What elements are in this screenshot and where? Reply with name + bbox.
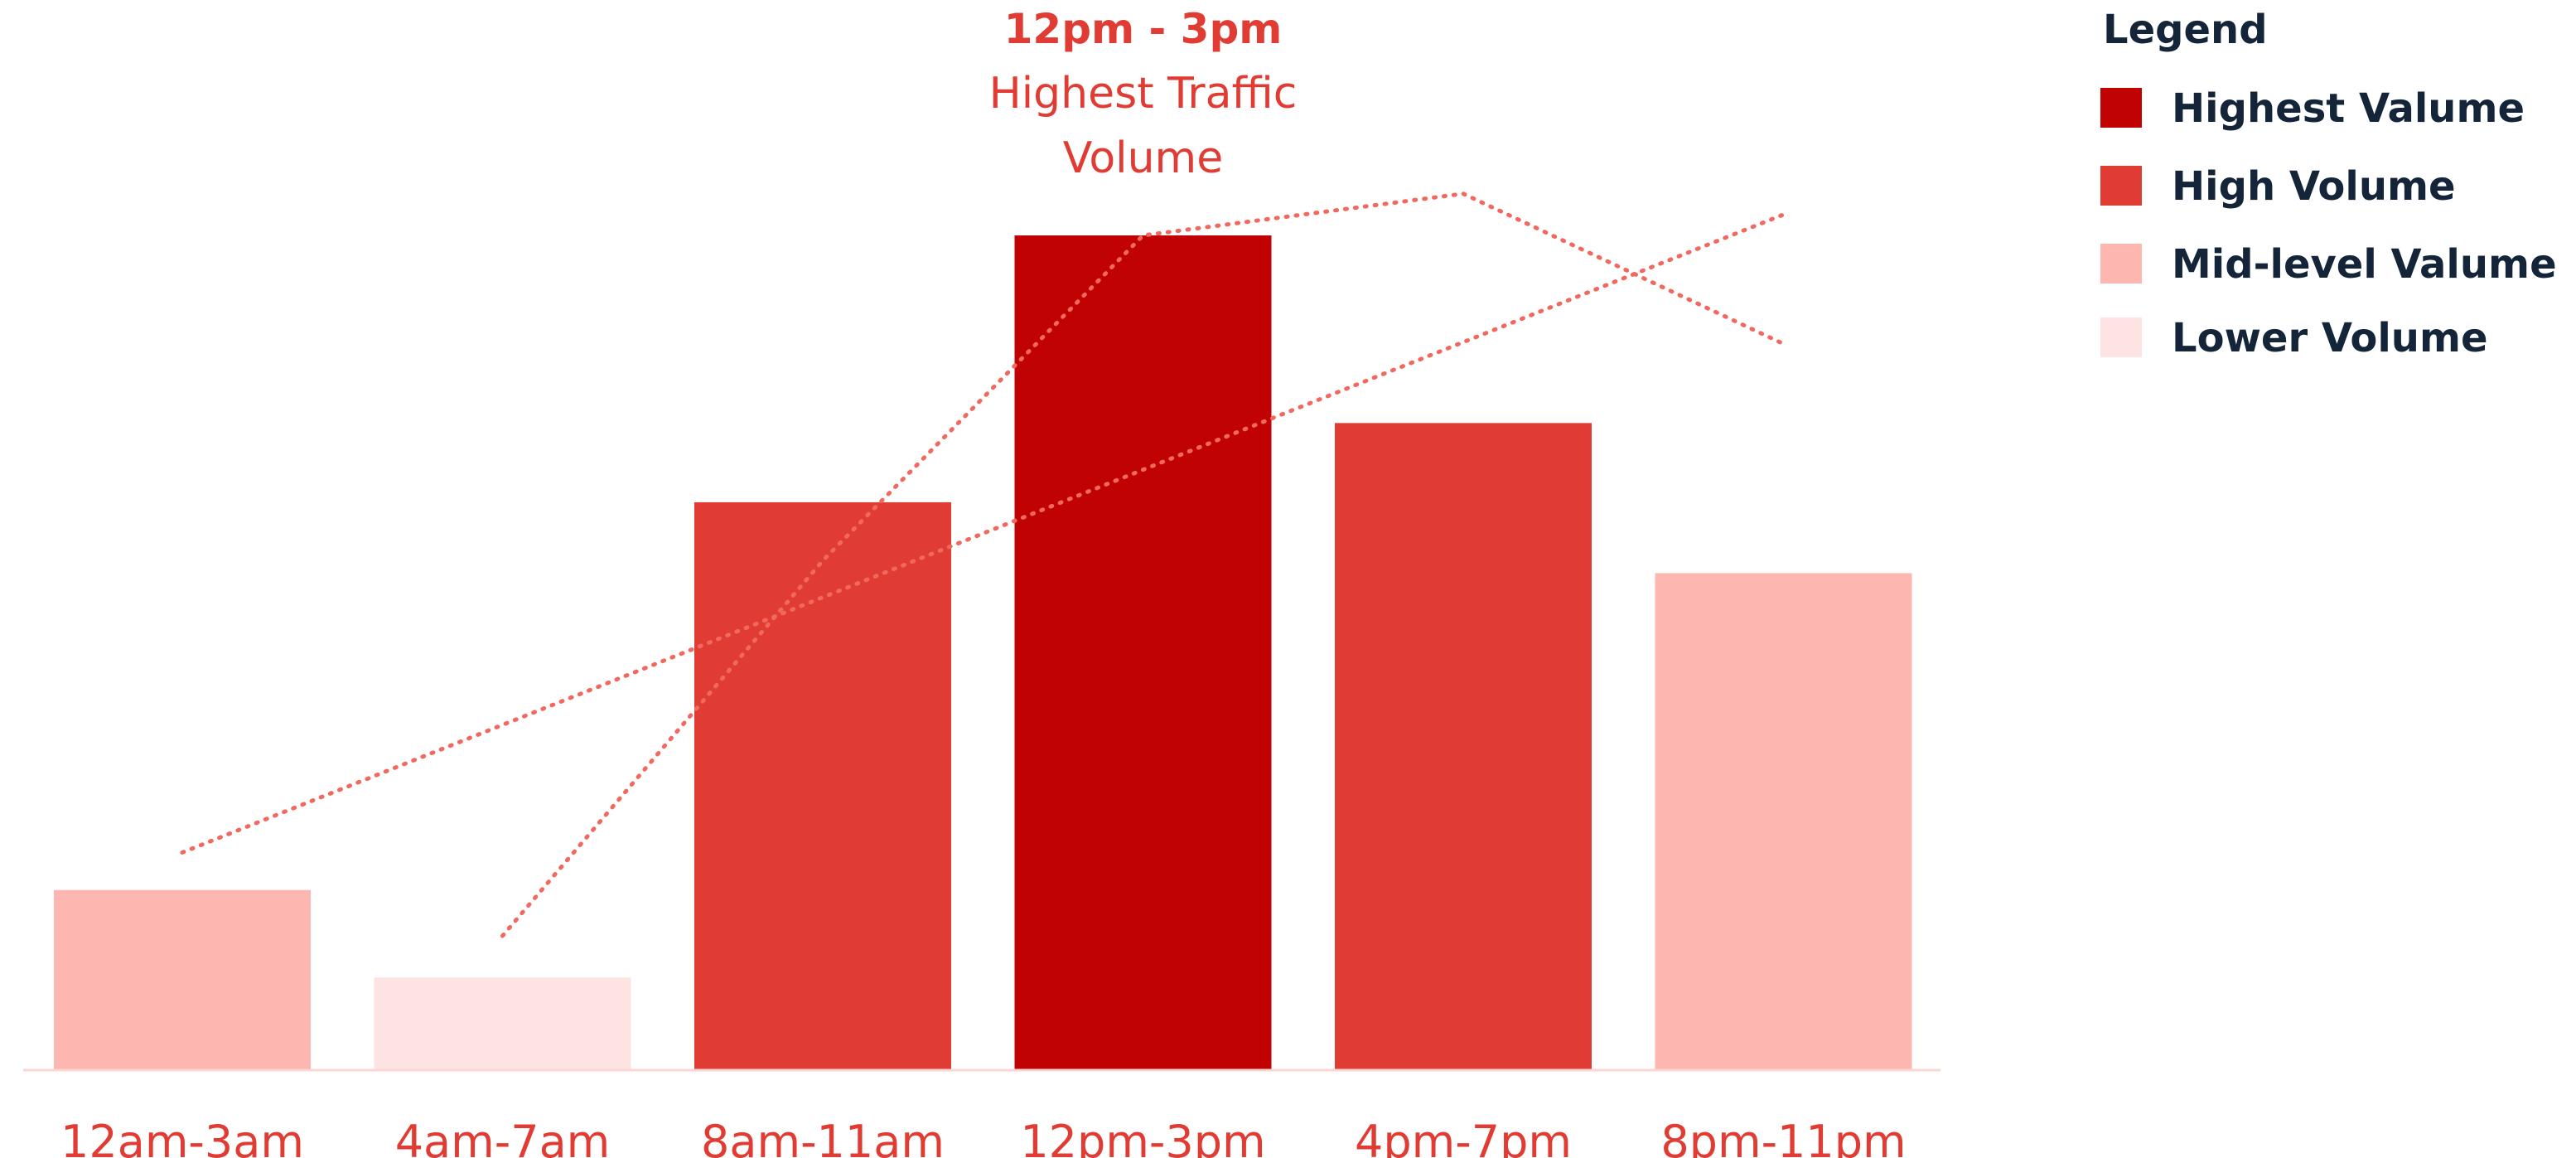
bar-4pm-7pm (1335, 423, 1592, 1070)
x-tick-label-8am-11am: 8am-11am (701, 1116, 945, 1158)
legend-swatch-high (2100, 166, 2142, 206)
legend-title: Legend (2103, 7, 2268, 53)
legend-label-mid: Mid-level Valume (2172, 241, 2557, 288)
callout-title: 12pm - 3pm (1004, 5, 1283, 53)
legend-label-high: High Volume (2172, 163, 2456, 210)
bar-8am-11am (694, 501, 951, 1069)
legend-swatch-lower (2100, 317, 2142, 357)
callout-subtitle-line-2: Volume (1063, 133, 1223, 183)
legend: Legend Highest Valume High Volume Mid-leve… (2100, 7, 2557, 361)
bar-8pm-11pm (1655, 573, 1912, 1069)
legend-swatch-highest (2100, 88, 2142, 128)
x-tick-label-4pm-7pm: 4pm-7pm (1355, 1116, 1572, 1158)
bar-12pm-3pm (1014, 235, 1272, 1069)
bar-4am-7am (374, 977, 631, 1069)
x-tick-label-12pm-3pm: 12pm-3pm (1020, 1116, 1265, 1158)
legend-label-highest: Highest Valume (2172, 85, 2525, 132)
peak-callout: 12pm - 3pm Highest Traffic Volume (989, 5, 1298, 183)
bar-12am-3am (54, 889, 311, 1069)
x-tick-label-8pm-11pm: 8pm-11pm (1660, 1116, 1906, 1158)
callout-subtitle-line-1: Highest Traffic (989, 69, 1298, 119)
trend-lines-layer (180, 191, 1786, 938)
x-tick-label-4am-7am: 4am-7am (395, 1116, 611, 1158)
legend-label-lower: Lower Volume (2172, 315, 2488, 361)
x-tick-label-12am-3am: 12am-3am (60, 1116, 304, 1158)
legend-items: Highest Valume High Volume Mid-level Valum… (2100, 85, 2557, 361)
category-labels-layer: 12am-3am 4am-7am 8am-11am 12pm-3pm 4pm-7pm 8p… (60, 1116, 1907, 1158)
trend-line-2 (180, 212, 1786, 855)
trend-line-1 (500, 191, 1786, 938)
legend-swatch-mid (2100, 244, 2142, 283)
bars-layer (54, 235, 1912, 1070)
